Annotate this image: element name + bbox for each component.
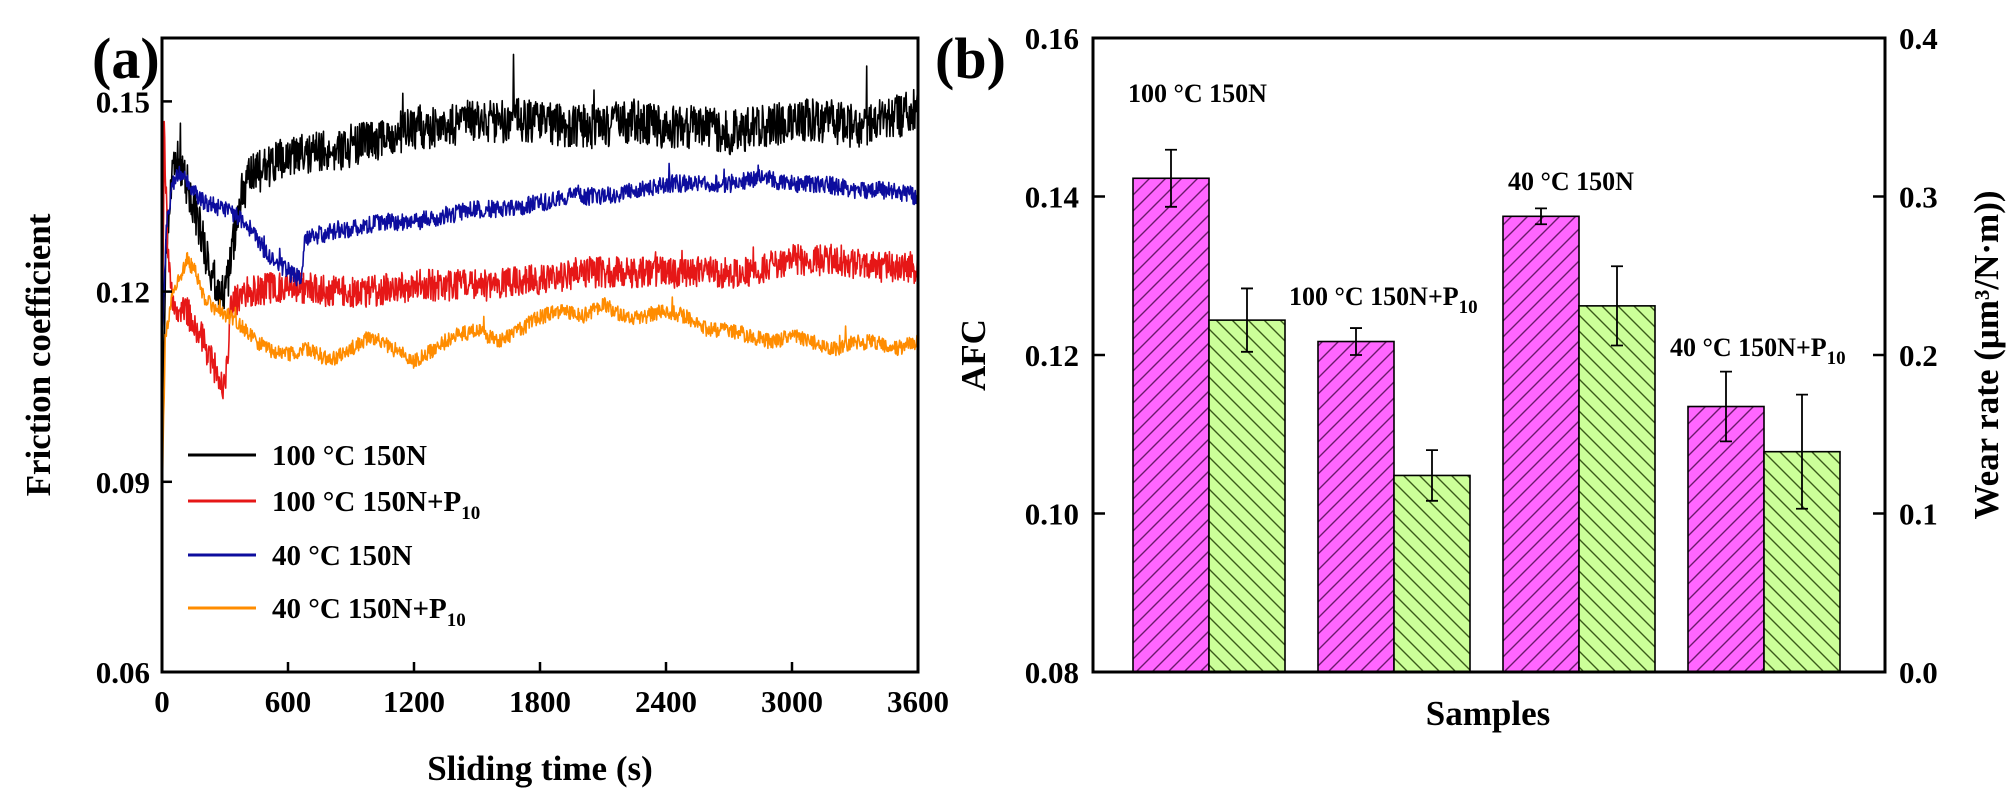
x-tick-label: 3600 [887, 684, 949, 719]
y-left-tick-label: 0.10 [1025, 497, 1079, 532]
panel-a-label: (a) [92, 26, 160, 91]
axis-ticks-b: 0.08 0.10 0.12 0.14 0.16 0.0 0.1 0.2 0.3 0.4 [1025, 21, 1938, 690]
x-tick-label: 600 [265, 684, 312, 719]
x-axis-label-b: Samples [1426, 694, 1550, 733]
legend-label: 40 °C 150N+P10 [272, 593, 466, 631]
category-label-subscript: 10 [1827, 348, 1846, 369]
series-line [162, 120, 918, 434]
y-tick-label: 0.09 [96, 465, 150, 500]
x-tick-label: 2400 [635, 684, 697, 719]
y-axis-label-left-b: AFC [954, 319, 993, 391]
error-bar [1426, 449, 1438, 502]
y-tick-label: 0.15 [96, 84, 150, 119]
x-tick-label: 1800 [509, 684, 571, 719]
legend-label: 100 °C 150N+P10 [272, 486, 480, 524]
legend-label: 40 °C 150N [272, 540, 413, 572]
category-label: 100 °C 150N+P10 [1289, 282, 1478, 318]
y-right-tick-label: 0.0 [1899, 655, 1938, 690]
y-right-tick-label: 0.3 [1899, 180, 1938, 215]
plot-frame-b [1091, 36, 1887, 674]
bar [1132, 177, 1210, 673]
category-label-subscript: 10 [1459, 297, 1478, 318]
axis-ticks-a: 0 600 1200 1800 2400 3000 3600 0.06 0.09 0.12 0.15 [96, 84, 949, 719]
error-bar [1535, 207, 1547, 226]
x-axis-label-a: Sliding time (s) [427, 749, 653, 788]
legend-a: 100 °C 150N 100 °C 150N+P10 40 °C 150N 40 °… [188, 440, 480, 631]
x-tick-label: 3000 [761, 684, 823, 719]
y-left-tick-label: 0.12 [1025, 338, 1079, 373]
y-tick-label: 0.12 [96, 275, 150, 310]
bar-group [1132, 148, 1841, 673]
error-bar [1796, 393, 1808, 510]
panel-b-label: (b) [935, 26, 1006, 91]
error-bar [1611, 265, 1623, 347]
y-right-tick-label: 0.1 [1899, 497, 1938, 532]
category-label: 40 °C 150N+P10 [1670, 333, 1846, 369]
y-axis-label-a: Friction coefficient [19, 213, 58, 496]
bar [1578, 305, 1656, 673]
y-right-tick-label: 0.4 [1899, 21, 1938, 56]
series-line [162, 53, 918, 460]
legend-label-subscript: 10 [461, 503, 480, 524]
error-bar [1165, 148, 1177, 208]
series-line [162, 251, 918, 515]
plot-frame-a [160, 36, 920, 674]
bar [1208, 319, 1286, 673]
x-tick-label: 1200 [383, 684, 445, 719]
y-tick-label: 0.06 [96, 655, 150, 690]
series-line [162, 162, 918, 364]
bar [1317, 340, 1395, 673]
bar-annotations: 100 °C 150N 100 °C 150N+P10 40 °C 150N 40 °… [1128, 79, 1846, 369]
y-left-tick-label: 0.14 [1025, 180, 1079, 215]
legend-label-subscript: 10 [447, 610, 466, 631]
legend-label: 100 °C 150N [272, 440, 427, 472]
y-left-tick-label: 0.08 [1025, 655, 1079, 690]
bar [1687, 405, 1765, 673]
y-right-tick-label: 0.2 [1899, 338, 1938, 373]
x-tick-label: 0 [154, 684, 170, 719]
category-label: 100 °C 150N [1128, 79, 1267, 108]
line-series-group [162, 53, 918, 515]
y-axis-label-right-b: Wear rate (μm³/N·m)) [1967, 190, 2006, 519]
y-left-tick-label: 0.16 [1025, 21, 1079, 56]
category-label: 40 °C 150N [1508, 167, 1634, 196]
bar [1502, 215, 1580, 673]
error-bar [1350, 327, 1362, 356]
bar [1393, 474, 1471, 673]
error-bar [1720, 370, 1732, 443]
error-bar [1241, 287, 1253, 353]
